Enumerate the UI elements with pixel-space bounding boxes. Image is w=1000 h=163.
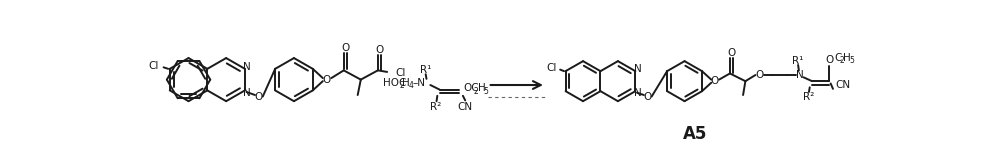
Text: CN: CN xyxy=(835,80,850,90)
Text: R¹: R¹ xyxy=(792,56,804,66)
Text: 2: 2 xyxy=(474,87,479,96)
Text: R²: R² xyxy=(430,102,441,111)
Text: H: H xyxy=(402,78,410,89)
Text: O: O xyxy=(755,70,763,80)
Text: Cl: Cl xyxy=(546,63,556,73)
Text: 4: 4 xyxy=(409,81,414,90)
Text: O: O xyxy=(323,75,331,85)
Text: N: N xyxy=(796,70,804,80)
Text: O: O xyxy=(375,45,384,55)
Text: –N: –N xyxy=(413,78,426,89)
Text: N: N xyxy=(243,88,251,98)
Text: HOC: HOC xyxy=(383,78,406,89)
Text: Cl: Cl xyxy=(149,61,159,71)
Text: O: O xyxy=(644,92,652,102)
Text: 5: 5 xyxy=(849,56,854,65)
Text: O: O xyxy=(710,76,719,86)
Text: H: H xyxy=(843,53,851,63)
Text: O: O xyxy=(727,48,736,58)
Text: N: N xyxy=(243,61,251,72)
Text: N: N xyxy=(634,64,642,74)
Text: A5: A5 xyxy=(682,125,707,142)
Text: R¹: R¹ xyxy=(420,65,431,75)
Text: C: C xyxy=(835,53,842,63)
Text: 5: 5 xyxy=(484,87,489,96)
Text: Cl: Cl xyxy=(395,68,405,78)
Text: 2: 2 xyxy=(399,81,404,90)
Text: H: H xyxy=(478,83,485,93)
Text: O: O xyxy=(825,55,833,65)
Text: O: O xyxy=(341,43,349,53)
Text: CN: CN xyxy=(458,102,473,111)
Text: OC: OC xyxy=(463,83,479,93)
Text: R²: R² xyxy=(803,92,814,102)
Text: 2: 2 xyxy=(840,56,845,65)
Text: N: N xyxy=(634,89,642,98)
Text: O: O xyxy=(255,92,263,102)
